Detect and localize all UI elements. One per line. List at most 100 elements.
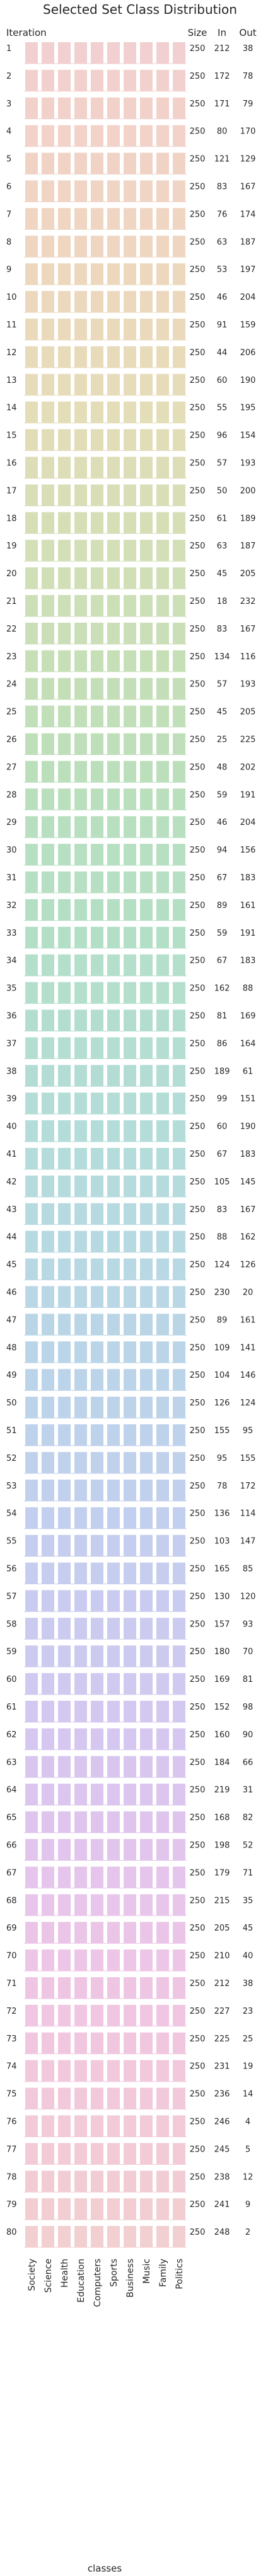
class-bar xyxy=(74,1451,87,1473)
class-bar xyxy=(42,1535,54,1557)
class-bar xyxy=(124,373,136,395)
class-bar xyxy=(58,1479,71,1501)
iteration-label: 31 xyxy=(6,873,17,883)
class-bar xyxy=(58,1397,71,1419)
iteration-out-value: 190 xyxy=(240,376,256,385)
iteration-in-value: 126 xyxy=(214,1399,230,1408)
iteration-out-value: 197 xyxy=(240,265,256,275)
class-bar xyxy=(91,1507,103,1529)
class-bar xyxy=(74,346,87,368)
iteration-size-value: 250 xyxy=(190,1371,206,1380)
class-bar xyxy=(107,678,120,700)
class-bar xyxy=(107,1590,120,1612)
class-bar xyxy=(156,263,169,285)
class-bar xyxy=(42,2060,54,2082)
class-bar xyxy=(25,622,38,644)
class-bar xyxy=(25,208,38,230)
class-bar xyxy=(140,2087,153,2109)
class-bar xyxy=(156,235,169,258)
class-bar xyxy=(107,1728,120,1750)
iteration-row: 68 250 215 35 xyxy=(6,1894,253,1916)
iteration-out-value: 167 xyxy=(240,625,256,634)
iteration-row: 77 250 245 5 xyxy=(6,2143,250,2165)
iteration-out-value: 85 xyxy=(243,1565,254,1574)
class-bar xyxy=(107,816,120,838)
iteration-size-value: 250 xyxy=(190,2062,206,2072)
class-bar xyxy=(124,1811,136,1833)
iteration-in-value: 219 xyxy=(214,1786,230,1795)
iteration-row: 13 250 60 190 xyxy=(6,373,256,396)
iteration-row: 63 250 184 66 xyxy=(6,1756,253,1778)
iteration-row: 54 250 136 114 xyxy=(6,1507,255,1529)
class-bar xyxy=(107,373,120,395)
class-bar xyxy=(124,954,136,976)
iteration-label: 4 xyxy=(6,127,11,137)
class-bar xyxy=(156,2087,169,2109)
iteration-label: 61 xyxy=(6,1703,17,1712)
class-bar xyxy=(74,1673,87,1695)
class-bar xyxy=(173,1065,185,1087)
iteration-label: 76 xyxy=(6,2118,17,2127)
class-bar xyxy=(124,1894,136,1916)
class-bar xyxy=(173,1811,185,1833)
class-bar xyxy=(91,1894,103,1916)
class-bar xyxy=(107,208,120,230)
class-bar xyxy=(173,2226,185,2248)
class-bar xyxy=(124,2087,136,2109)
class-bar xyxy=(91,899,103,921)
iteration-in-value: 136 xyxy=(214,1509,230,1519)
iteration-out-value: 90 xyxy=(243,1730,254,1740)
iteration-size-value: 250 xyxy=(190,1592,206,1601)
class-bar xyxy=(124,2198,136,2220)
iteration-label: 68 xyxy=(6,1896,17,1905)
class-bar xyxy=(74,622,87,644)
iteration-out-value: 154 xyxy=(240,431,256,441)
iteration-row: 76 250 246 4 xyxy=(6,2115,250,2137)
class-bar xyxy=(74,1894,87,1916)
class-bar xyxy=(140,1728,153,1750)
class-bar xyxy=(156,1037,169,1059)
class-bar xyxy=(91,540,103,562)
class-bar xyxy=(107,899,120,921)
class-bar xyxy=(140,1894,153,1916)
iteration-row: 75 250 236 14 xyxy=(6,2087,253,2110)
class-bar xyxy=(156,512,169,534)
class-bar xyxy=(25,1562,38,1584)
class-bar xyxy=(173,1839,185,1861)
class-bar xyxy=(156,844,169,866)
iteration-label: 45 xyxy=(6,1261,17,1270)
class-bar xyxy=(25,816,38,838)
class-bar xyxy=(140,1120,153,1142)
class-bar xyxy=(140,1783,153,1805)
class-bar xyxy=(74,899,87,921)
class-bar xyxy=(74,1203,87,1225)
iteration-out-value: 61 xyxy=(243,1067,254,1076)
class-bar xyxy=(140,1562,153,1584)
class-bar xyxy=(156,2170,169,2193)
iteration-row: 44 250 88 162 xyxy=(6,1230,255,1253)
class-bar xyxy=(58,982,71,1004)
class-bar xyxy=(173,705,185,727)
class-bar xyxy=(91,1175,103,1197)
class-bar xyxy=(58,1175,71,1197)
iteration-label: 48 xyxy=(6,1343,17,1353)
iteration-label: 21 xyxy=(6,597,17,606)
class-bar xyxy=(58,926,71,948)
iteration-label: 17 xyxy=(6,486,17,496)
class-bar xyxy=(156,1728,169,1750)
class-bar xyxy=(25,1728,38,1750)
iteration-out-value: 189 xyxy=(240,514,256,523)
class-bar xyxy=(74,595,87,616)
class-bar xyxy=(140,1866,153,1888)
class-bar xyxy=(124,346,136,368)
iteration-in-value: 25 xyxy=(217,735,228,745)
iteration-in-value: 227 xyxy=(214,2007,230,2016)
class-bar xyxy=(156,2032,169,2054)
class-bar xyxy=(124,319,136,340)
class-bar xyxy=(25,1701,38,1722)
iteration-out-value: 202 xyxy=(240,763,256,772)
iteration-row: 8 250 63 187 xyxy=(6,235,255,258)
class-bar xyxy=(107,1562,120,1584)
